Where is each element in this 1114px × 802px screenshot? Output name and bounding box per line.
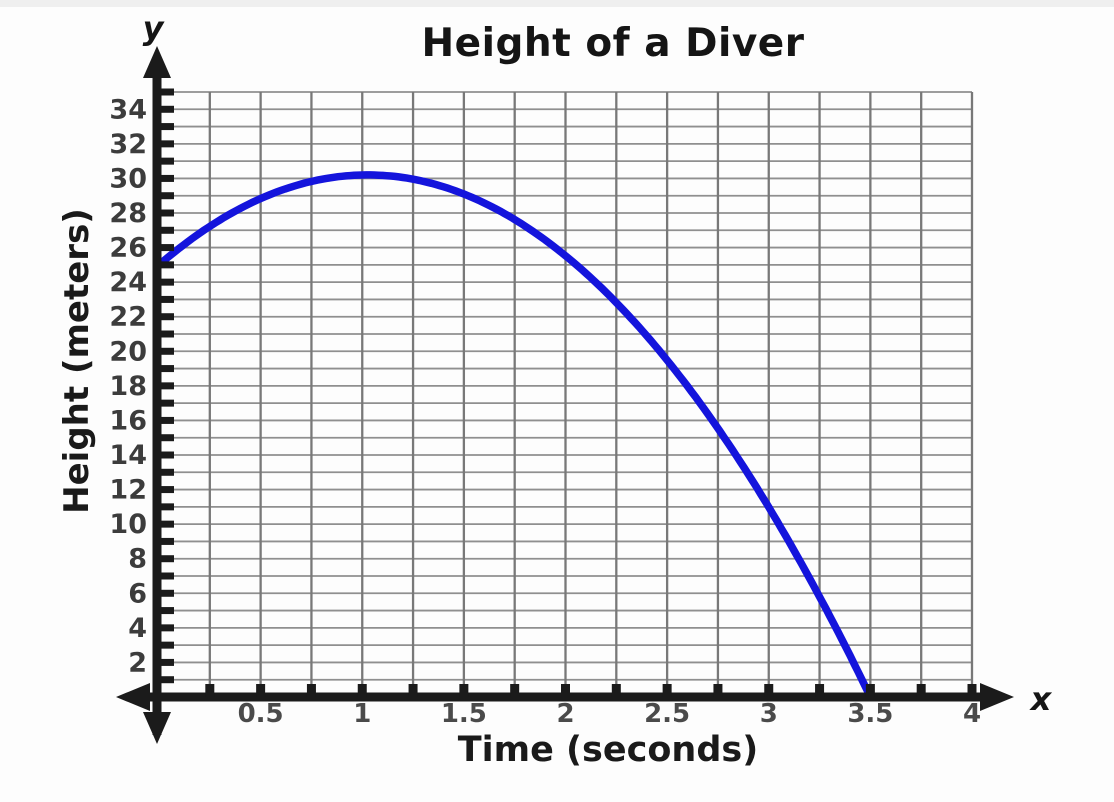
grid	[159, 91, 974, 697]
x-tick-mark	[916, 684, 926, 697]
y-tick-mark	[160, 434, 174, 442]
y-tick-mark	[160, 572, 174, 580]
y-tick-mark	[160, 503, 174, 511]
y-tick-mark	[160, 295, 174, 303]
chart-title: Height of a Diver	[421, 21, 805, 66]
y-tick-label: 20	[109, 336, 147, 367]
diver-height-curve	[155, 171, 875, 701]
y-tick-mark	[160, 226, 174, 234]
y-tick-label: 8	[128, 544, 147, 575]
x-axis-ticks	[205, 684, 977, 697]
y-tick-mark	[160, 451, 174, 459]
y-tick-label: 6	[128, 578, 147, 609]
y-tick-label: 26	[109, 233, 147, 264]
x-tick-mark	[510, 684, 520, 697]
x-tick-mark	[611, 684, 621, 697]
y-tick-mark	[160, 468, 174, 476]
x-tick-label: 3	[760, 699, 778, 729]
x-tick-label: 3.5	[847, 699, 893, 729]
x-axis-tick-labels: 0.5 1 1.5 2 2.5 3 3.5 4	[238, 699, 981, 729]
y-tick-mark	[160, 416, 174, 424]
x-axis-title: Time (seconds)	[457, 730, 759, 770]
y-tick-mark	[160, 676, 174, 684]
y-tick-mark	[160, 624, 174, 632]
y-axis-ticks	[160, 88, 174, 684]
x-tick-mark	[256, 684, 266, 697]
x-tick-mark	[713, 684, 723, 697]
y-tick-label: 22	[109, 302, 147, 333]
y-tick-mark	[160, 192, 174, 200]
y-tick-label: 14	[109, 440, 147, 471]
y-tick-mark	[160, 157, 174, 165]
y-tick-mark	[160, 347, 174, 355]
y-tick-mark	[160, 123, 174, 131]
y-tick-mark	[160, 486, 174, 494]
x-tick-mark	[764, 684, 774, 697]
y-tick-label: 16	[109, 405, 147, 436]
y-tick-label: 12	[109, 475, 147, 506]
x-tick-mark	[408, 684, 418, 697]
x-tick-mark	[662, 684, 672, 697]
y-tick-mark	[160, 382, 174, 390]
y-tick-mark	[160, 641, 174, 649]
y-tick-mark	[160, 140, 174, 148]
x-tick-mark	[967, 684, 977, 697]
y-tick-mark	[160, 365, 174, 373]
x-tick-mark	[865, 684, 875, 697]
y-tick-label: 28	[109, 198, 147, 229]
y-tick-mark	[160, 658, 174, 666]
y-tick-mark	[160, 209, 174, 217]
y-tick-mark	[160, 261, 174, 269]
y-tick-mark	[160, 520, 174, 528]
y-tick-mark	[160, 313, 174, 321]
y-tick-mark	[160, 278, 174, 286]
x-tick-mark	[561, 684, 570, 697]
y-tick-label: 24	[109, 267, 147, 298]
x-tick-mark	[357, 684, 367, 697]
y-tick-label: 34	[109, 94, 147, 125]
x-tick-label: 0.5	[238, 699, 284, 729]
y-tick-label: 30	[109, 163, 147, 194]
x-tick-label: 1.5	[441, 699, 487, 729]
y-tick-label: 2	[128, 647, 147, 678]
y-tick-mark	[160, 330, 174, 338]
x-tick-label: 1	[353, 699, 371, 729]
y-tick-mark	[160, 399, 174, 407]
y-axis-title: Height (meters)	[57, 208, 97, 514]
y-tick-mark	[160, 88, 174, 96]
x-tick-label: 2	[556, 699, 574, 729]
x-tick-mark	[205, 684, 215, 697]
x-tick-mark	[306, 684, 316, 697]
y-tick-mark	[160, 244, 174, 252]
y-tick-mark	[160, 607, 174, 615]
y-tick-mark	[160, 174, 174, 182]
y-tick-mark	[160, 589, 174, 597]
x-tick-label: 4	[963, 699, 981, 729]
y-tick-mark	[160, 105, 174, 113]
x-tick-mark	[459, 684, 469, 697]
x-axis-letter: x	[1030, 680, 1052, 718]
y-axis-letter: y	[142, 9, 164, 47]
y-tick-label: 10	[109, 509, 147, 540]
y-tick-label: 4	[128, 613, 147, 644]
y-tick-label: 18	[109, 371, 147, 402]
y-tick-mark	[160, 555, 174, 563]
y-tick-mark	[160, 537, 174, 545]
x-tick-label: 2.5	[644, 699, 690, 729]
x-tick-mark	[815, 684, 825, 697]
y-tick-label: 32	[109, 129, 147, 160]
top-border-strip	[0, 0, 1114, 7]
